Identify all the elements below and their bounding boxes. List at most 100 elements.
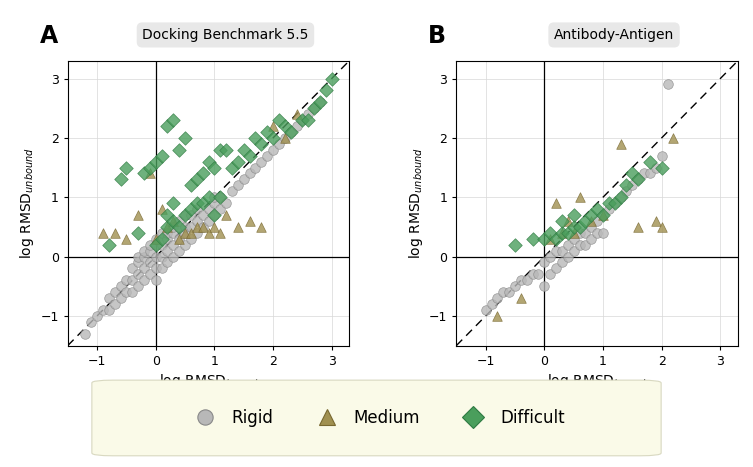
Point (150, 276, 162, 284)
Point (191, 229, 203, 237)
Point (255, 140, 267, 148)
Point (209, 164, 221, 171)
Point (215, 229, 227, 237)
Point (103, 306, 115, 314)
Point (108, 229, 120, 237)
Point (191, 223, 203, 231)
Point (603, 199, 615, 207)
Point (597, 211, 609, 219)
Point (138, 276, 150, 284)
Point (620, 182, 633, 189)
Point (179, 134, 191, 142)
Point (161, 122, 173, 130)
Point (562, 229, 574, 237)
Point (492, 294, 504, 302)
Point (179, 229, 191, 237)
Point (144, 170, 156, 177)
Point (132, 211, 144, 219)
Point (574, 229, 586, 237)
Point (297, 116, 309, 124)
Point (544, 229, 556, 237)
Point (79, 330, 91, 338)
Point (662, 81, 674, 88)
Point (167, 199, 179, 207)
Point (108, 289, 120, 296)
Point (562, 241, 574, 248)
Point (509, 241, 521, 248)
Point (633, 176, 645, 183)
Y-axis label: log RMSD$_{\mathit{unbound}}$: log RMSD$_{\mathit{unbound}}$ (18, 147, 36, 259)
Point (185, 211, 197, 219)
Point (108, 300, 120, 308)
Point (85, 318, 97, 325)
Point (550, 247, 562, 255)
Point (127, 265, 139, 272)
Point (97, 229, 109, 237)
Point (538, 283, 550, 290)
Point (150, 241, 162, 248)
Point (644, 170, 656, 177)
Point (273, 116, 285, 124)
X-axis label: log RMSD$_{\mathit{bound}}$: log RMSD$_{\mathit{bound}}$ (159, 372, 258, 390)
Point (492, 312, 504, 319)
Point (173, 223, 185, 231)
Point (614, 193, 626, 201)
Point (185, 229, 197, 237)
Point (197, 170, 209, 177)
Point (633, 223, 645, 231)
Legend: Rigid, Medium, Difficult: Rigid, Medium, Difficult (183, 404, 570, 432)
Point (314, 99, 326, 106)
Text: A: A (40, 24, 58, 48)
Point (167, 116, 179, 124)
Text: B: B (428, 24, 447, 48)
Point (138, 247, 150, 255)
Point (650, 164, 662, 171)
Point (302, 116, 314, 124)
Point (597, 229, 609, 237)
Point (167, 217, 179, 225)
Point (120, 235, 133, 242)
Point (638, 170, 650, 177)
Point (579, 229, 591, 237)
Point (191, 205, 203, 213)
Point (320, 87, 332, 94)
Point (156, 205, 168, 213)
X-axis label: log RMSD$_{\mathit{bound}}$: log RMSD$_{\mathit{bound}}$ (547, 372, 647, 390)
Point (150, 241, 162, 248)
Point (203, 217, 215, 225)
Point (191, 176, 203, 183)
Point (562, 253, 574, 260)
Point (215, 193, 227, 201)
Point (150, 265, 162, 272)
Point (585, 217, 597, 225)
Point (156, 253, 168, 260)
Point (156, 235, 168, 242)
Point (526, 235, 538, 242)
Point (173, 217, 185, 225)
Point (608, 199, 620, 207)
Point (538, 235, 550, 242)
Point (150, 158, 162, 165)
Point (608, 199, 620, 207)
Point (179, 229, 191, 237)
Point (261, 128, 273, 135)
Point (267, 146, 279, 154)
Point (591, 205, 603, 213)
Point (209, 223, 221, 231)
Point (591, 217, 603, 225)
Point (161, 223, 173, 231)
Point (574, 223, 586, 231)
Point (167, 217, 179, 225)
Point (179, 223, 191, 231)
Point (232, 182, 244, 189)
Point (173, 146, 185, 154)
Point (556, 217, 568, 225)
Point (197, 199, 209, 207)
Point (568, 223, 580, 231)
Point (603, 205, 615, 213)
Point (209, 193, 221, 201)
FancyBboxPatch shape (92, 380, 661, 456)
Y-axis label: log RMSD$_{\mathit{unbound}}$: log RMSD$_{\mathit{unbound}}$ (407, 147, 425, 259)
Point (114, 294, 127, 302)
Point (249, 134, 261, 142)
